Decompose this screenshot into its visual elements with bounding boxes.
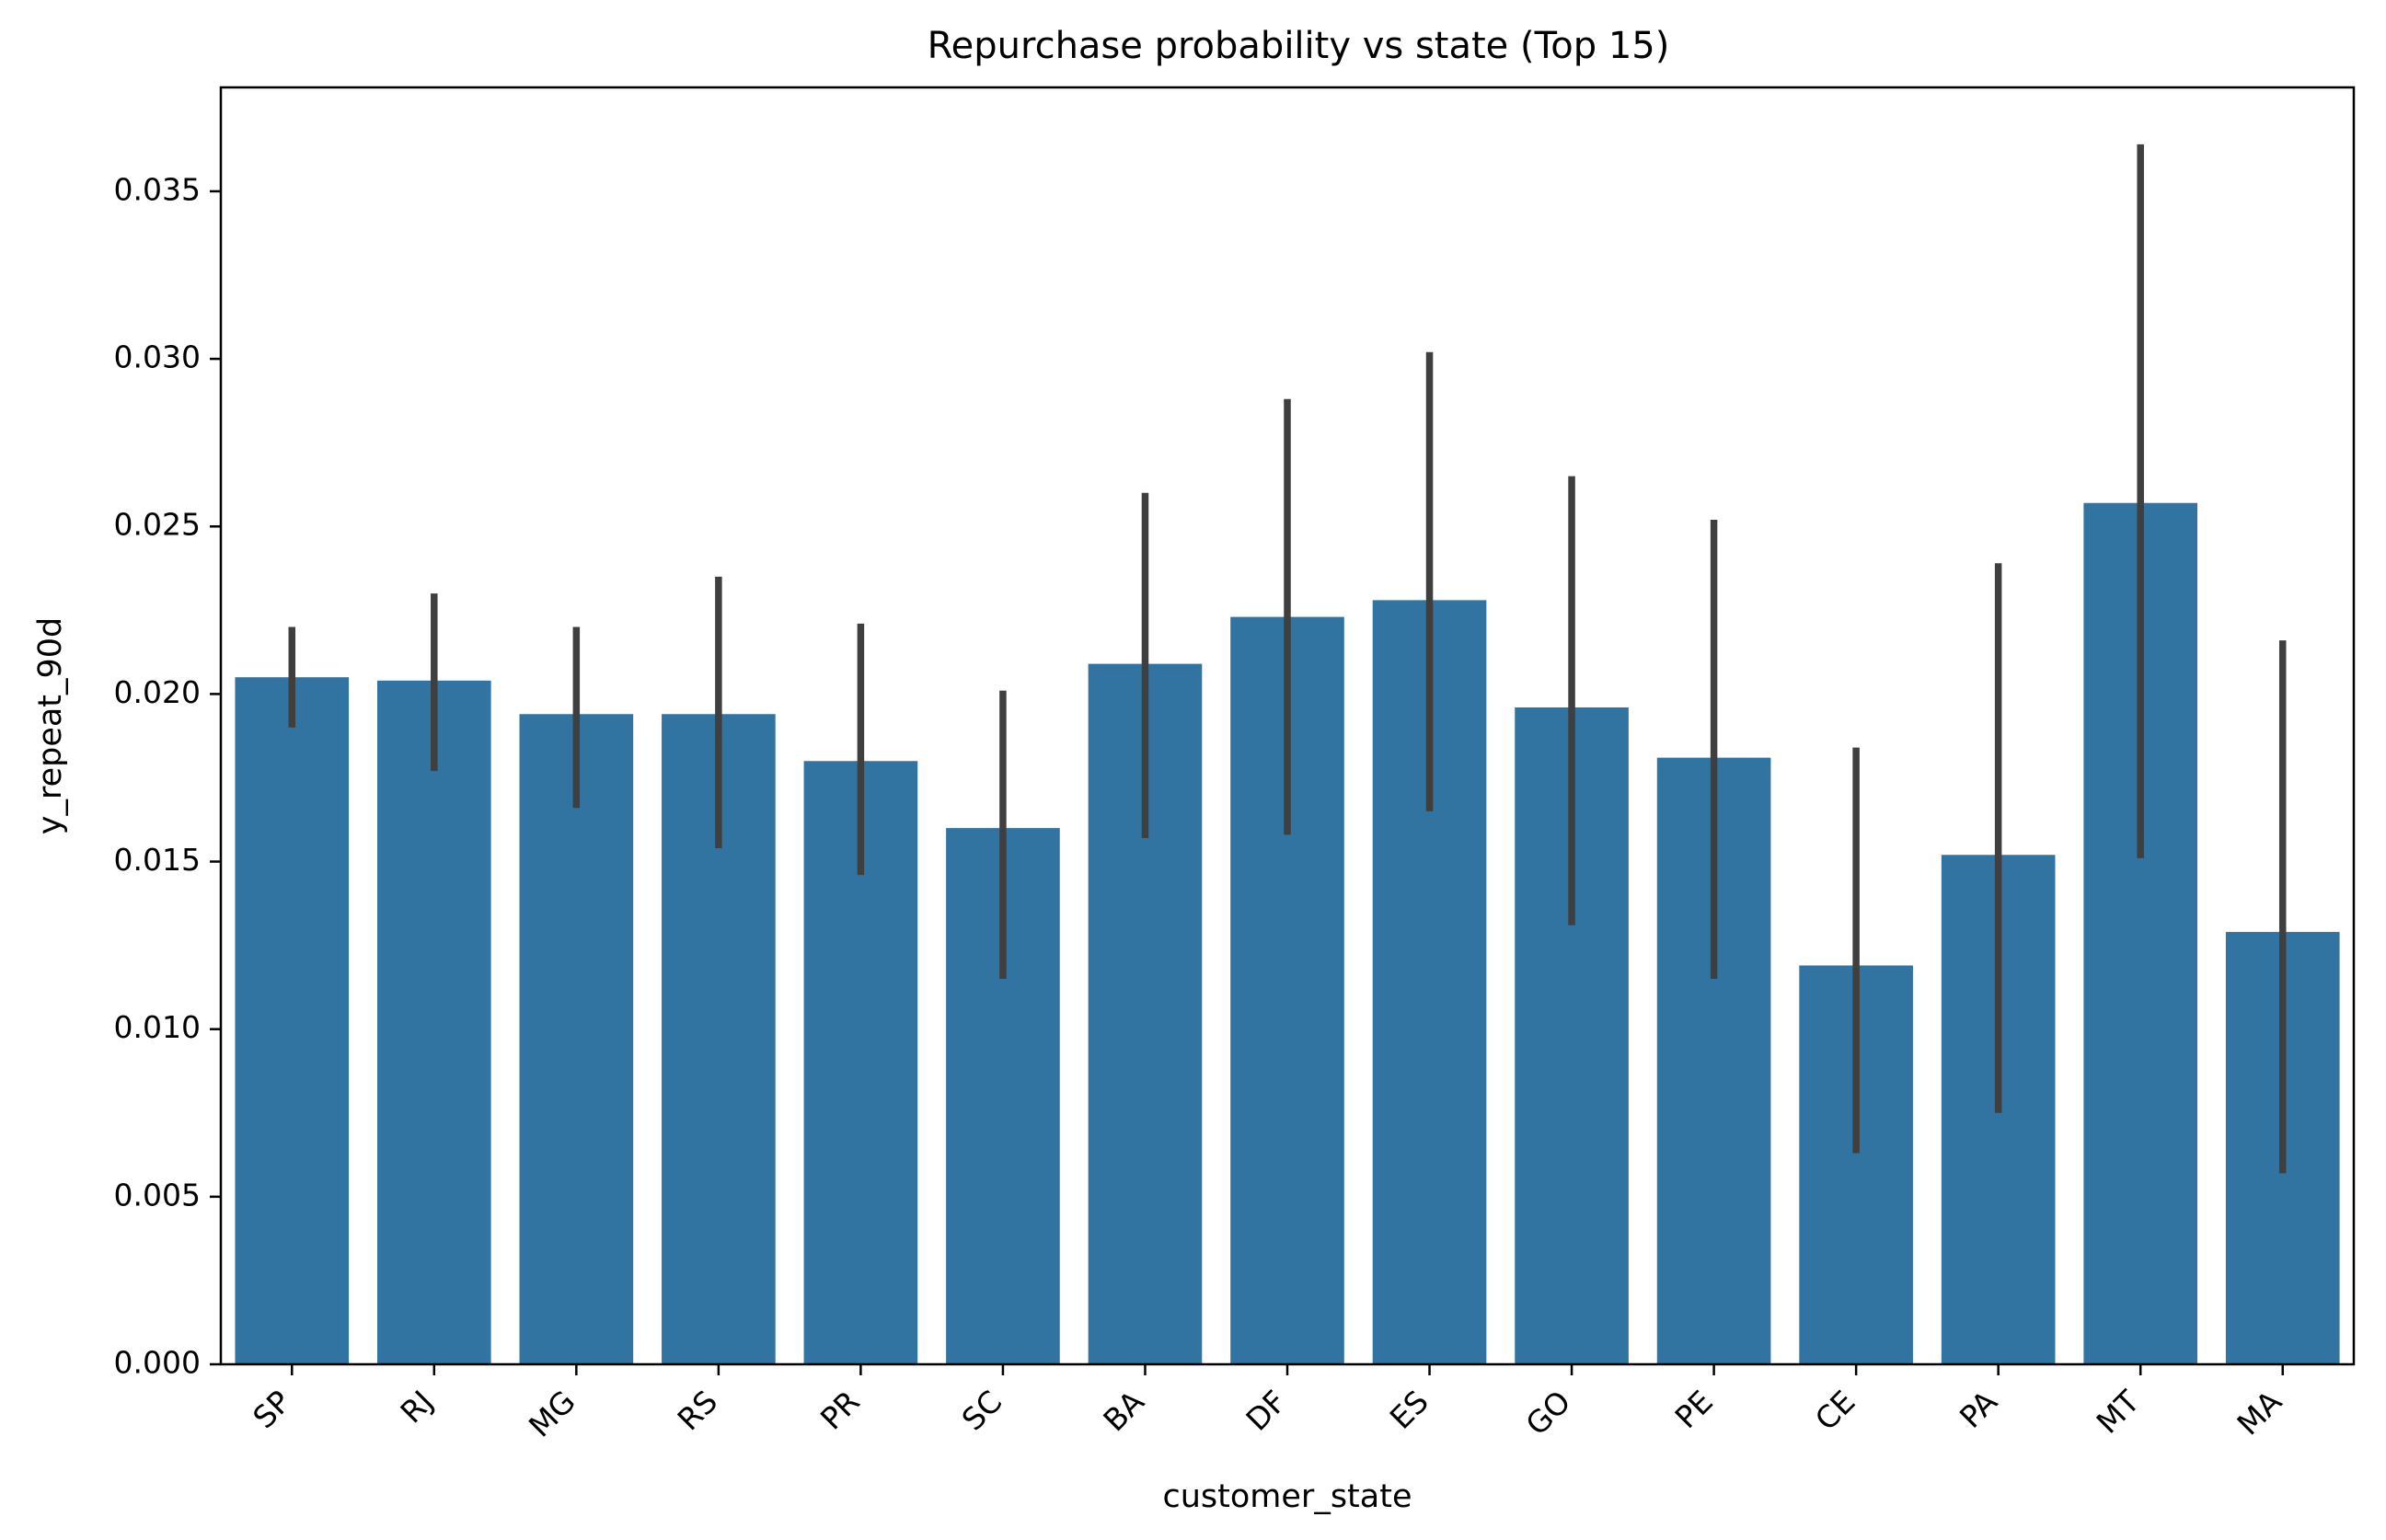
- y-tick-label: 0.025: [114, 507, 201, 543]
- bar-mg: [519, 714, 634, 1364]
- y-tick-label: 0.020: [114, 674, 201, 710]
- bar-sp: [235, 677, 350, 1364]
- y-axis: 0.000 0.005 0.010 0.015 0.020 0.025 0.030 0.035: [114, 171, 221, 1381]
- bar-rj: [376, 680, 491, 1364]
- chart-title: Repurchase probability vs state (Top 15): [928, 25, 1670, 67]
- y-tick-label: 0.030: [114, 339, 201, 375]
- y-tick-label: 0.005: [114, 1177, 201, 1212]
- y-tick-label: 0.035: [114, 171, 201, 207]
- bars-layer: [235, 502, 2340, 1364]
- y-tick-label: 0.010: [114, 1009, 201, 1045]
- x-axis-title: customer_state: [1163, 1478, 1412, 1515]
- y-tick-label: 0.000: [114, 1345, 201, 1381]
- y-axis-title: y_repeat_90d: [32, 617, 69, 835]
- y-tick-label: 0.015: [114, 842, 201, 878]
- error-bars-layer: [288, 144, 2287, 1174]
- plot-frame: [219, 86, 2356, 1366]
